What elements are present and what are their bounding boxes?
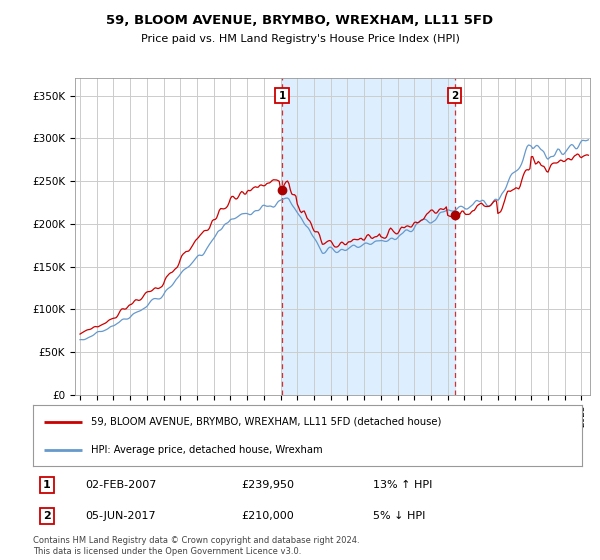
Text: 05-JUN-2017: 05-JUN-2017 [85,511,156,521]
Text: HPI: Average price, detached house, Wrexham: HPI: Average price, detached house, Wrex… [91,445,322,455]
Text: 2: 2 [43,511,50,521]
Text: Contains HM Land Registry data © Crown copyright and database right 2024.
This d: Contains HM Land Registry data © Crown c… [33,536,359,556]
Text: Price paid vs. HM Land Registry's House Price Index (HPI): Price paid vs. HM Land Registry's House … [140,34,460,44]
Text: 5% ↓ HPI: 5% ↓ HPI [373,511,426,521]
Text: 13% ↑ HPI: 13% ↑ HPI [373,480,433,490]
Text: 1: 1 [43,480,50,490]
Text: 59, BLOOM AVENUE, BRYMBO, WREXHAM, LL11 5FD (detached house): 59, BLOOM AVENUE, BRYMBO, WREXHAM, LL11 … [91,417,441,427]
Text: 59, BLOOM AVENUE, BRYMBO, WREXHAM, LL11 5FD: 59, BLOOM AVENUE, BRYMBO, WREXHAM, LL11 … [106,14,494,27]
Text: 2: 2 [451,91,458,100]
Text: 02-FEB-2007: 02-FEB-2007 [85,480,157,490]
Text: 1: 1 [278,91,286,100]
Bar [282,78,455,395]
Text: £239,950: £239,950 [242,480,295,490]
Text: £210,000: £210,000 [242,511,295,521]
